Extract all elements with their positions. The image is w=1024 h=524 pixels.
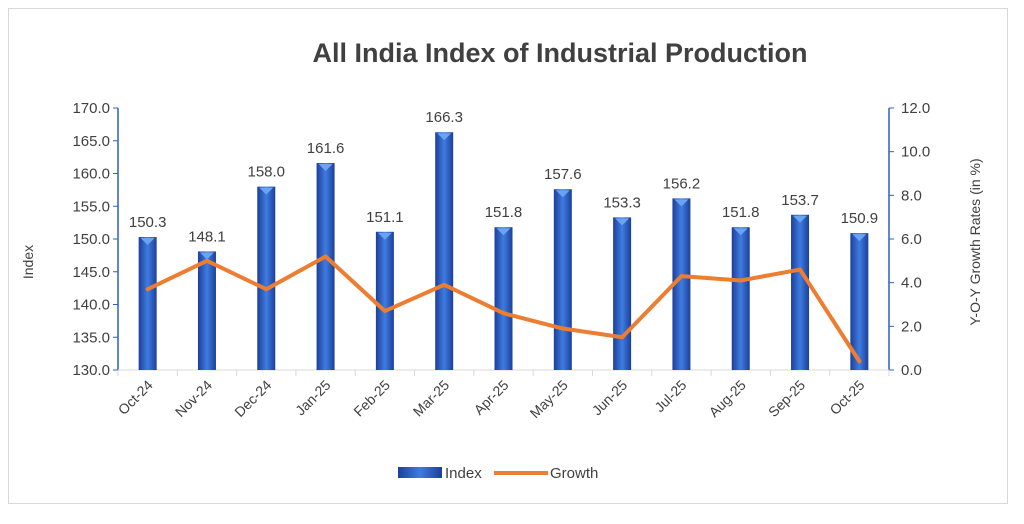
bar-cap [318, 164, 333, 172]
data-label: 151.8 [722, 204, 760, 221]
bar-index [316, 163, 335, 370]
bar-cap [733, 228, 748, 236]
y2-tick-label: 2.0 [901, 318, 922, 335]
y-tick-label: 165.0 [72, 133, 110, 150]
bar-cap [674, 199, 689, 207]
bar-index [731, 227, 750, 370]
bar-cap [140, 238, 155, 246]
bar-index [375, 231, 394, 370]
data-label: 158.0 [247, 164, 285, 181]
x-tick-label: Oct-25 [826, 377, 867, 418]
x-tick-label: Dec-24 [231, 377, 274, 420]
data-label: 148.1 [188, 228, 226, 245]
bar-index [138, 237, 157, 370]
y-tick-label: 145.0 [72, 264, 110, 281]
bar-cap [852, 234, 867, 242]
bar-cap [377, 232, 392, 240]
bar-index [197, 251, 216, 370]
x-tick-label: Aug-25 [706, 377, 749, 420]
data-label: 151.8 [485, 204, 523, 221]
bar-index [494, 227, 513, 370]
data-label: 150.3 [129, 214, 167, 231]
y2-axis-label: Y-O-Y Growth Rates (in %) [967, 158, 983, 325]
x-tick-label: Jan-25 [292, 377, 334, 419]
y2-tick-label: 0.0 [901, 362, 922, 379]
bar-cap [259, 187, 274, 195]
bar-cap [199, 252, 214, 260]
x-tick-label: Nov-24 [172, 377, 215, 420]
data-label: 166.3 [425, 109, 463, 126]
x-tick-label: Feb-25 [350, 377, 393, 420]
data-label: 161.6 [307, 140, 345, 157]
y-tick-label: 170.0 [72, 100, 110, 117]
data-label: 150.9 [841, 210, 879, 227]
y-tick-label: 135.0 [72, 329, 110, 346]
bar-index [257, 186, 276, 370]
x-tick-label: Jun-25 [589, 377, 631, 419]
bar-cap [793, 215, 808, 223]
bar-cap [615, 218, 630, 226]
y2-tick-label: 4.0 [901, 275, 922, 292]
x-tick-label: Oct-24 [115, 377, 156, 418]
y-tick-label: 150.0 [72, 231, 110, 248]
data-label: 151.1 [366, 209, 404, 226]
legend-label-index: Index [445, 465, 482, 482]
x-tick-label: May-25 [527, 377, 571, 421]
y2-tick-label: 6.0 [901, 231, 922, 248]
y2-tick-label: 10.0 [901, 144, 930, 161]
y2-tick-label: 12.0 [901, 100, 930, 117]
y-axis-label: Index [20, 245, 36, 279]
bar-cap [555, 190, 570, 198]
x-tick-label: Sep-25 [765, 377, 808, 420]
x-tick-label: Mar-25 [410, 377, 453, 420]
bar-cap [437, 133, 452, 141]
y2-tick-label: 8.0 [901, 187, 922, 204]
data-label: 153.3 [603, 194, 641, 211]
bar-index [435, 132, 454, 370]
bar-index [672, 198, 691, 370]
x-tick-label: Jul-25 [651, 377, 689, 415]
legend-label-growth: Growth [550, 465, 598, 482]
y-tick-label: 140.0 [72, 297, 110, 314]
legend-swatch-index [398, 467, 442, 478]
bar-index [850, 233, 869, 370]
bar-index [791, 214, 810, 370]
y-tick-label: 160.0 [72, 166, 110, 183]
data-label: 156.2 [663, 175, 701, 192]
data-label: 157.6 [544, 166, 582, 183]
x-tick-label: Apr-25 [471, 377, 512, 418]
bar-cap [496, 228, 511, 236]
chart-frame [8, 8, 1008, 504]
bar-index [553, 189, 572, 370]
y-tick-label: 155.0 [72, 198, 110, 215]
bar-index [613, 217, 632, 370]
y-tick-label: 130.0 [72, 362, 110, 379]
data-label: 153.7 [781, 192, 819, 209]
chart-title: All India Index of Industrial Production [312, 38, 807, 68]
